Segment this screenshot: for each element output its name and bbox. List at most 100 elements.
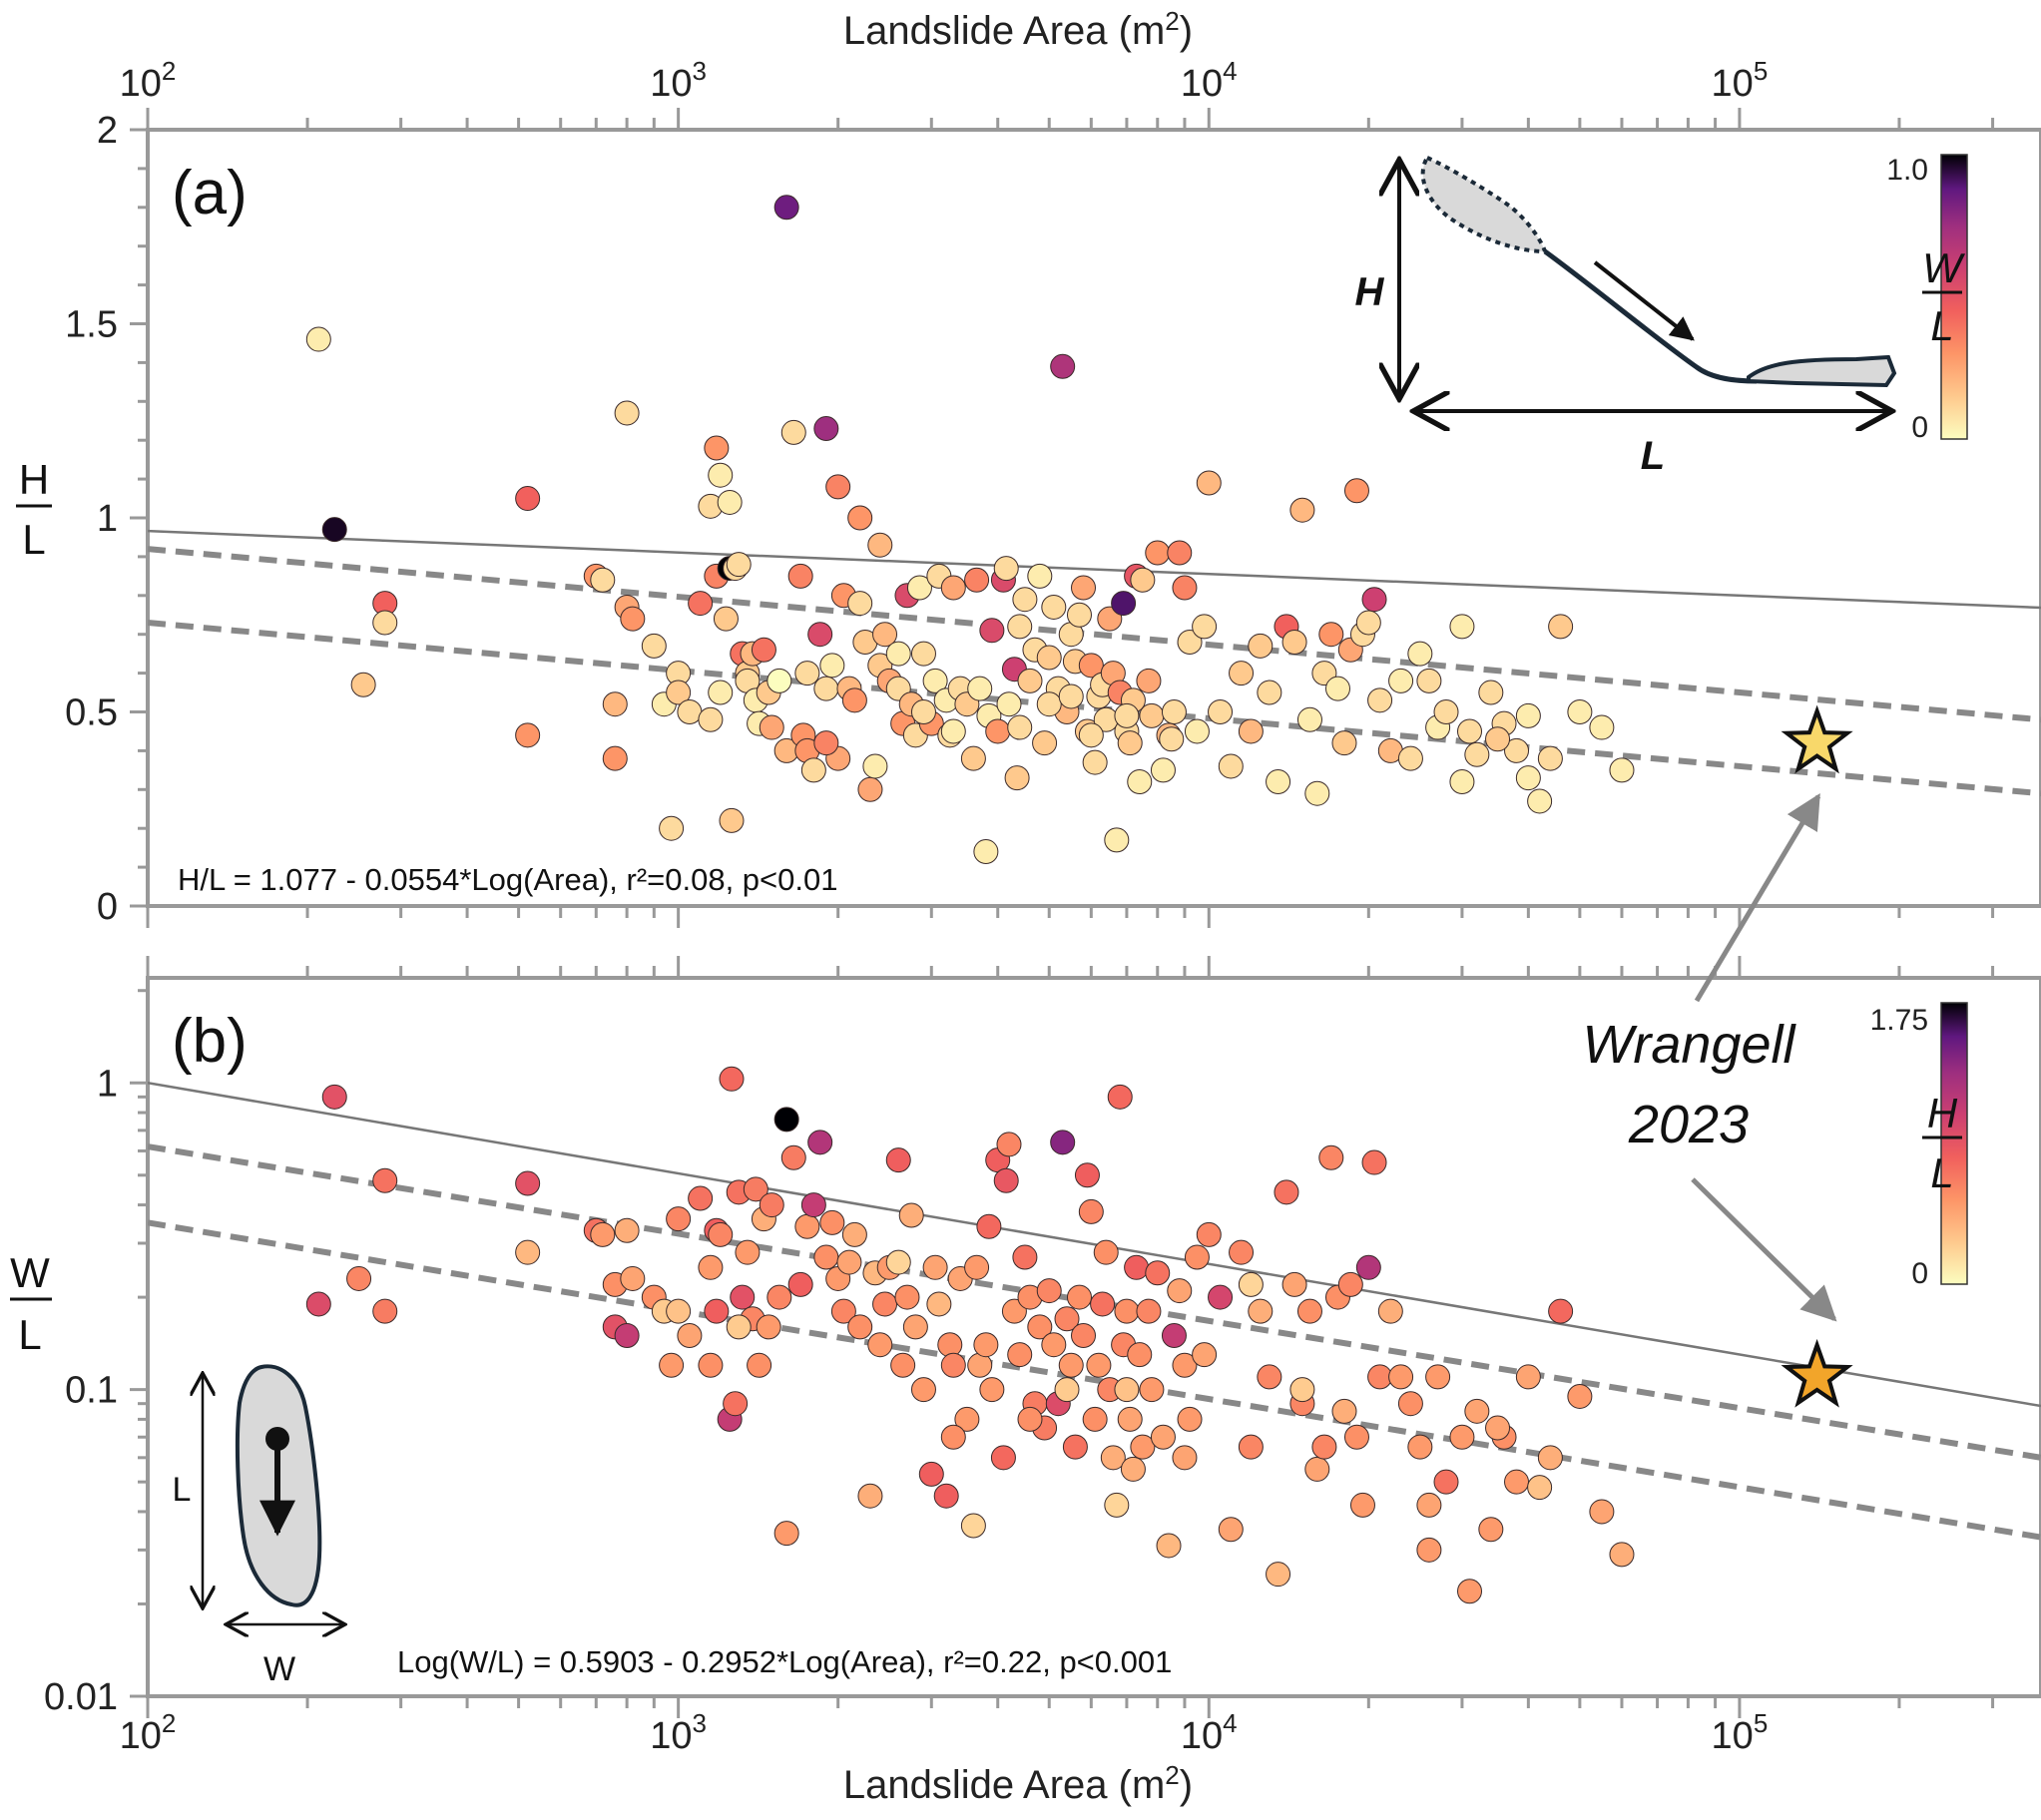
data-point — [780, 419, 806, 445]
source-area-shape — [1420, 155, 1548, 254]
data-point — [321, 1084, 347, 1110]
data-point — [1238, 1434, 1264, 1460]
data-point — [1478, 680, 1504, 705]
ci-lower-line — [148, 1219, 2041, 1541]
data-point — [857, 776, 883, 802]
data-point — [954, 1406, 980, 1432]
colorbar-b-label-den: L — [1930, 1149, 1953, 1196]
data-point — [940, 1352, 966, 1378]
data-point — [794, 661, 820, 686]
data-point — [847, 505, 873, 531]
data-point — [1117, 1406, 1143, 1432]
data-point — [1318, 622, 1344, 648]
data-point — [1071, 575, 1097, 601]
data-point — [1397, 1391, 1423, 1417]
data-point — [1311, 1434, 1337, 1460]
data-point — [813, 416, 839, 442]
data-point — [1058, 1352, 1084, 1378]
data-point — [515, 486, 541, 512]
data-point — [698, 1352, 724, 1378]
data-point — [305, 326, 331, 352]
y-tick-label: 1.5 — [65, 304, 118, 346]
panel-a-ylabel: H L — [16, 456, 52, 563]
data-point — [1130, 1434, 1156, 1460]
data-point — [996, 691, 1022, 717]
data-point — [910, 641, 936, 667]
data-point — [1177, 629, 1203, 655]
data-point — [1120, 1456, 1146, 1482]
panel-a-frame — [146, 128, 2041, 908]
colorbar-a-gradient — [1940, 154, 1968, 440]
data-point — [996, 1132, 1022, 1157]
y-tick-label: 0.01 — [44, 1676, 118, 1718]
data-point — [1355, 610, 1381, 636]
data-point — [759, 714, 784, 740]
data-point — [1361, 587, 1387, 613]
data-point — [1589, 1499, 1615, 1525]
data-point — [872, 622, 898, 648]
colorbar-b: 1.75 0 H L — [1870, 1002, 1968, 1290]
data-point — [1257, 1364, 1282, 1390]
panel-b-plot — [148, 1066, 2041, 1604]
data-point — [1433, 1469, 1459, 1495]
data-point — [1027, 1314, 1053, 1340]
data-point — [1111, 591, 1137, 617]
data-point — [967, 676, 993, 701]
data-point — [766, 1284, 792, 1310]
data-point — [872, 1291, 898, 1317]
data-point — [1416, 1492, 1442, 1518]
data-point — [1062, 1434, 1088, 1460]
planform-w-label: W — [263, 1650, 295, 1688]
data-point — [1515, 1364, 1541, 1390]
data-point — [940, 718, 966, 744]
data-point — [1007, 714, 1033, 740]
data-point — [321, 517, 347, 543]
data-point — [940, 1424, 966, 1450]
data-point — [1100, 1445, 1126, 1471]
y-tick-label: 0.1 — [65, 1370, 118, 1412]
data-point — [885, 1249, 911, 1275]
fit-line — [148, 529, 2041, 610]
wrangell-label-line2: 2023 — [1628, 1095, 1749, 1154]
data-point — [1161, 1323, 1187, 1348]
data-point — [766, 668, 792, 693]
data-point — [773, 195, 799, 221]
data-point — [830, 1298, 856, 1324]
data-point — [708, 462, 734, 488]
data-point — [1054, 1306, 1080, 1332]
data-point — [979, 1377, 1005, 1403]
data-point — [1082, 1406, 1108, 1432]
data-point — [1367, 687, 1393, 713]
data-point — [1127, 769, 1153, 795]
data-point — [885, 1147, 911, 1173]
data-point — [1548, 1298, 1574, 1324]
data-point — [620, 606, 646, 632]
data-point — [1257, 680, 1282, 705]
data-point — [704, 1298, 730, 1324]
panel-a-label: (a) — [172, 159, 248, 228]
data-point — [976, 1213, 1002, 1239]
data-point — [1318, 1144, 1344, 1170]
data-point — [1078, 1198, 1104, 1224]
data-point — [1027, 563, 1053, 589]
data-point — [641, 633, 667, 659]
data-point — [1457, 718, 1483, 744]
data-point — [1238, 1271, 1264, 1297]
wrangell-arrow-up — [1694, 792, 1821, 1003]
data-point — [1331, 730, 1357, 756]
data-point — [1004, 765, 1030, 791]
data-point — [1082, 749, 1108, 775]
data-point — [751, 637, 776, 663]
data-point — [1036, 645, 1062, 671]
data-point — [910, 1377, 936, 1403]
data-point — [1150, 757, 1176, 783]
data-point — [515, 1239, 541, 1265]
data-point — [857, 1483, 883, 1509]
colorbar-a-max: 1.0 — [1886, 154, 1928, 187]
x-tick-label-bottom: 103 — [650, 1708, 707, 1757]
data-point — [1050, 353, 1076, 379]
data-point — [1218, 1517, 1244, 1543]
data-point — [1609, 1542, 1635, 1568]
data-point — [1425, 1364, 1451, 1390]
colorbar-b-min: 0 — [1911, 1257, 1928, 1290]
